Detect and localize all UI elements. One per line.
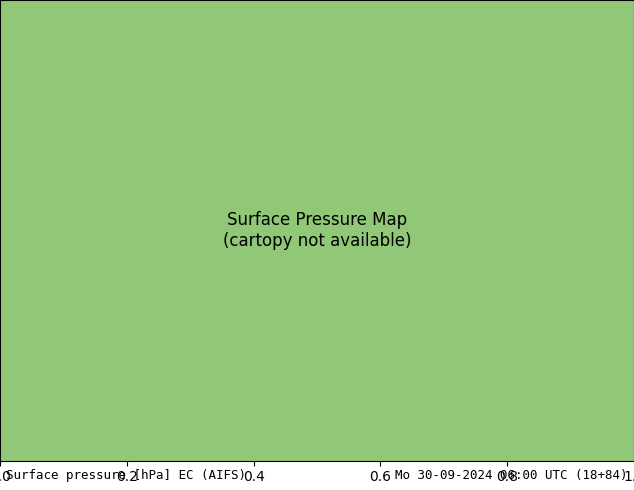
Text: Surface Pressure Map
(cartopy not available): Surface Pressure Map (cartopy not availa…	[223, 211, 411, 250]
Text: Surface pressure [hPa] EC (AIFS): Surface pressure [hPa] EC (AIFS)	[6, 469, 247, 482]
Text: Mo 30-09-2024 06:00 UTC (18+84): Mo 30-09-2024 06:00 UTC (18+84)	[395, 469, 628, 482]
